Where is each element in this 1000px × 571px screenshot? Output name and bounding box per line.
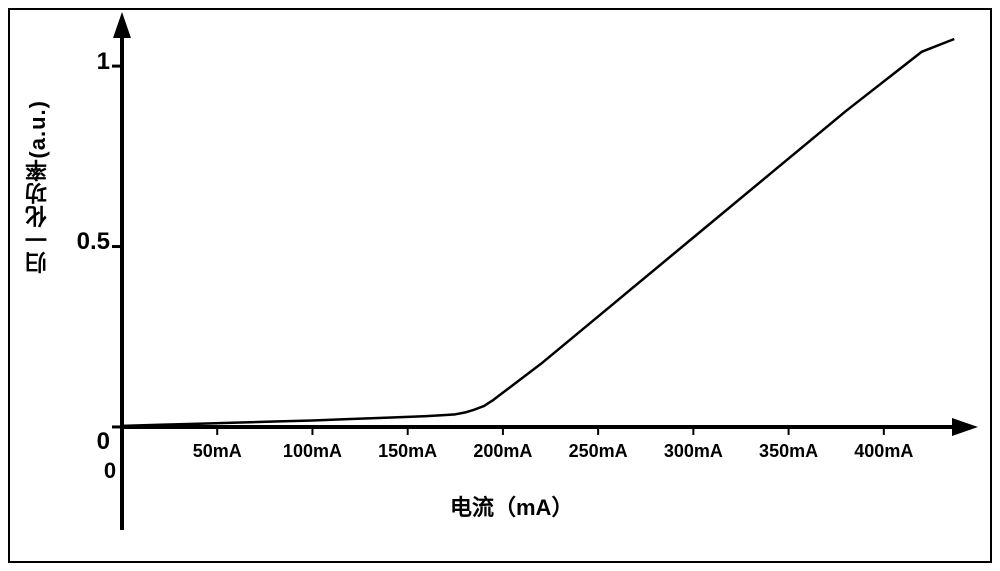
x-tick-350: 350mA	[759, 441, 818, 462]
chart-svg	[0, 0, 1000, 571]
y-tick-0: 0	[80, 428, 110, 456]
x-tick-50: 50mA	[193, 441, 242, 462]
x-axis-label: 电流（mA）	[450, 490, 573, 522]
x-tick-300: 300mA	[664, 441, 723, 462]
x-tick-150: 150mA	[378, 441, 437, 462]
x-origin-label: 0	[104, 458, 116, 484]
x-tick-100: 100mA	[283, 441, 342, 462]
chart-container: 归一化功率(a.u.) 电流（mA） 0 0.5 1 0 50mA 100mA 15…	[0, 0, 1000, 571]
x-tick-200: 200mA	[473, 441, 532, 462]
x-tick-400: 400mA	[854, 441, 913, 462]
y-tick-1: 0.5	[60, 228, 110, 256]
y-tick-2: 1	[80, 48, 110, 76]
x-tick-250: 250mA	[569, 441, 628, 462]
y-axis-label: 归一化功率(a.u.)	[22, 100, 54, 274]
